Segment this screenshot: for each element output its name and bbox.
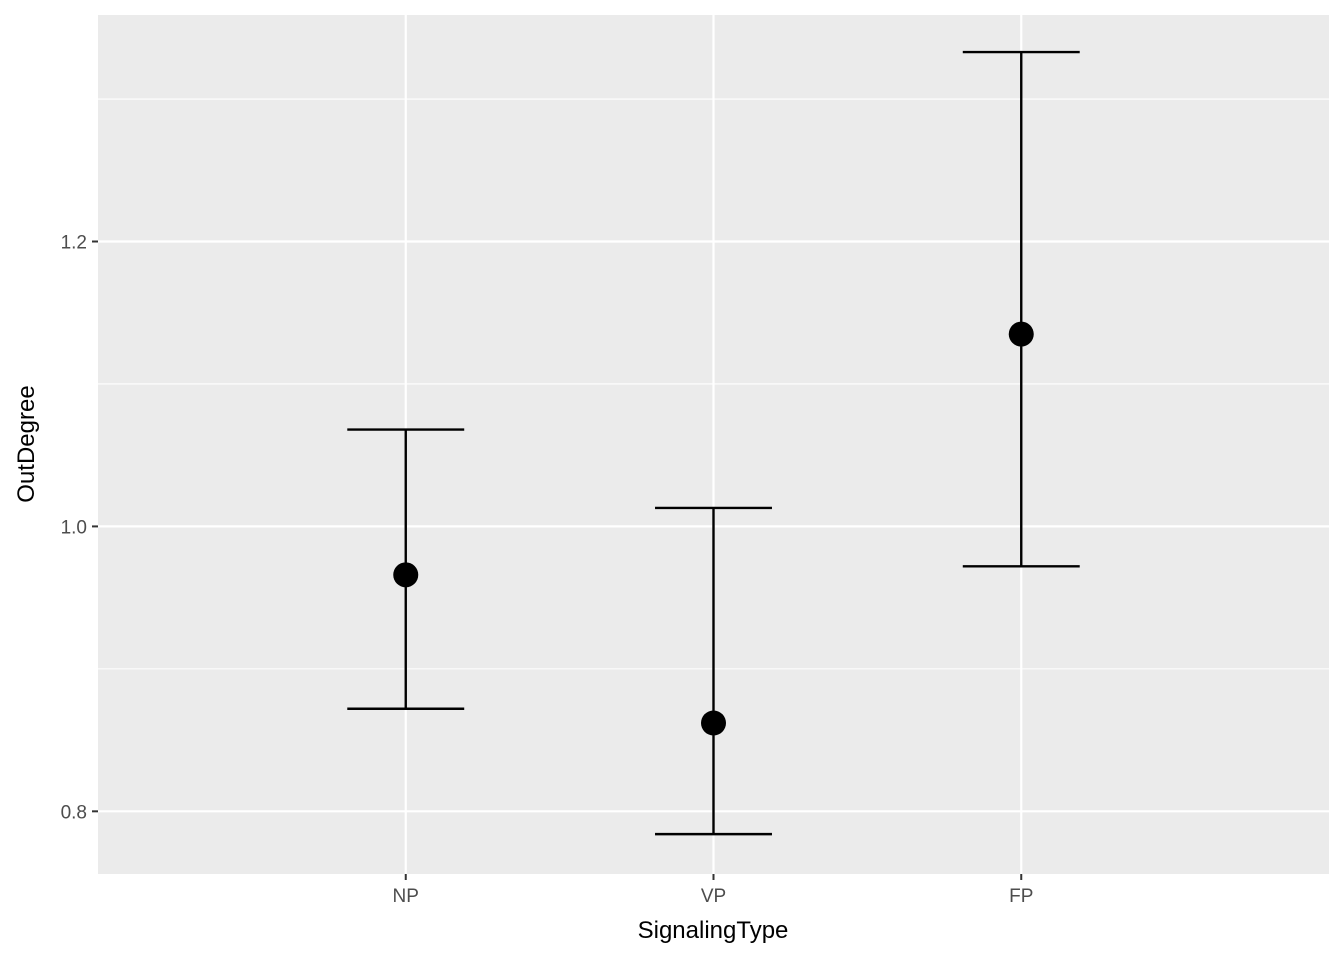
y-axis-title: OutDegree — [13, 385, 40, 502]
data-point-vp — [701, 710, 726, 736]
errorbar-fp — [962, 50, 1080, 568]
y-tick-label: 1.0 — [61, 517, 87, 538]
y-axis: 0.8 1.0 1.2 — [61, 233, 98, 823]
x-axis-title: SignalingType — [638, 917, 789, 944]
errorbar-vp — [655, 506, 772, 836]
data-point-np — [393, 562, 419, 588]
data-point-fp — [1008, 321, 1034, 347]
data-marks — [347, 50, 1080, 836]
y-tick-label: 0.8 — [61, 802, 87, 823]
y-tick-label: 1.2 — [61, 233, 87, 254]
x-tick-label: NP — [393, 886, 419, 907]
x-tick-label: VP — [701, 886, 726, 907]
x-tick-label: FP — [1009, 886, 1033, 907]
x-axis: NP VP FP — [393, 874, 1033, 907]
